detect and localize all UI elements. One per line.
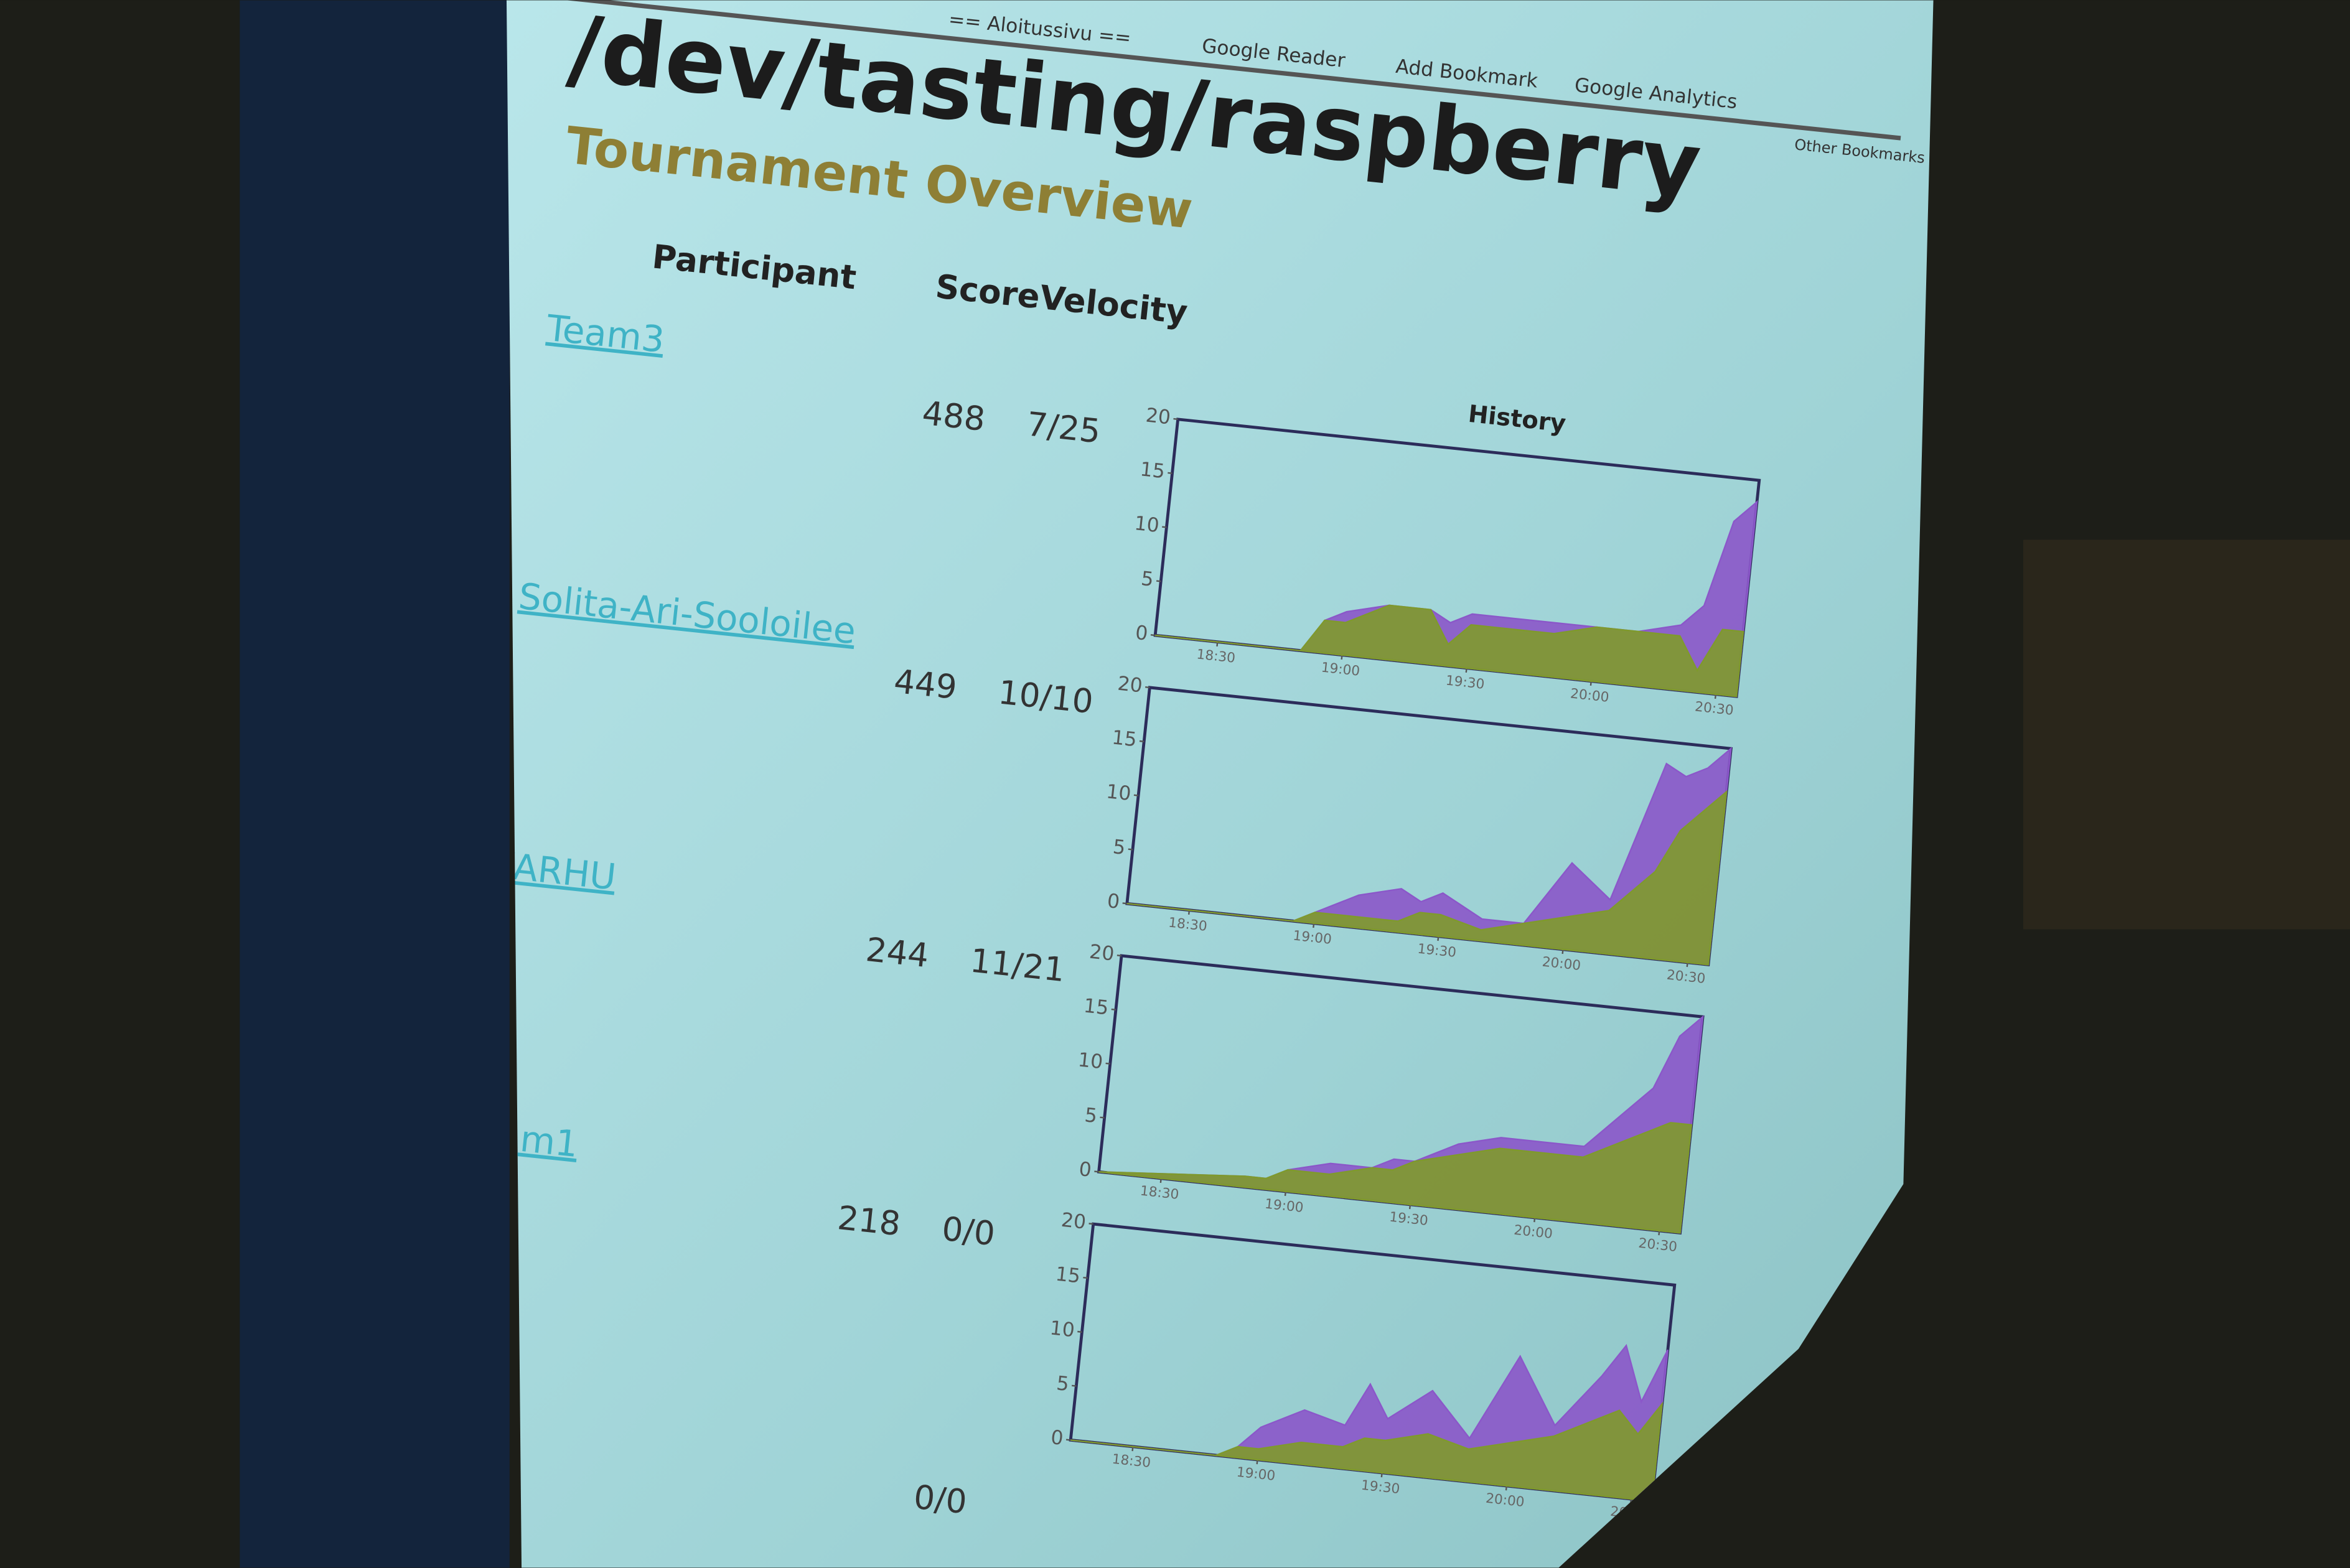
score: 488 — [920, 394, 987, 439]
velocity: 0/0 — [912, 1478, 968, 1522]
velocity: 7/25 — [1024, 405, 1102, 450]
y-tick — [1116, 954, 1122, 957]
y-tick — [1105, 1062, 1110, 1065]
y-tick — [1145, 686, 1150, 689]
y-tick-label: 15 — [1139, 458, 1166, 483]
history-area — [1098, 1122, 1693, 1234]
y-tick — [1139, 740, 1145, 742]
score: 449 — [892, 663, 959, 707]
y-tick-label: 20 — [1116, 673, 1143, 698]
y-tick — [1133, 794, 1139, 796]
y-tick-label: 20 — [1145, 404, 1171, 429]
y-tick — [1162, 526, 1167, 528]
y-tick-label: 10 — [1077, 1048, 1103, 1073]
y-tick-label: 0 — [1135, 622, 1149, 645]
y-tick-label: 10 — [1133, 512, 1160, 537]
y-tick — [1156, 580, 1161, 582]
y-tick-label: 20 — [1088, 941, 1115, 966]
y-tick — [1111, 1008, 1116, 1011]
history-area — [1070, 1401, 1664, 1502]
history-area — [1126, 790, 1728, 966]
y-tick-label: 10 — [1049, 1317, 1075, 1342]
y-tick-label: 0 — [1078, 1158, 1093, 1182]
y-tick-label: 20 — [1060, 1209, 1087, 1234]
score: 218 — [836, 1199, 902, 1243]
y-tick — [1088, 1223, 1093, 1225]
y-tick-label: 5 — [1056, 1372, 1070, 1396]
y-tick-label: 0 — [1050, 1426, 1065, 1450]
desktop-edge — [240, 0, 510, 1568]
y-tick-label: 5 — [1140, 567, 1155, 591]
y-tick — [1168, 472, 1173, 474]
score: 244 — [864, 931, 930, 975]
toolbar-border — [559, 0, 1901, 141]
y-tick-label: 10 — [1105, 780, 1132, 805]
y-tick-label: 15 — [1111, 726, 1138, 751]
y-tick — [1128, 848, 1133, 851]
y-tick-label: 5 — [1112, 836, 1126, 859]
y-tick — [1083, 1276, 1088, 1279]
velocity: 0/0 — [940, 1210, 997, 1254]
y-tick-label: 15 — [1083, 995, 1110, 1020]
y-tick-label: 0 — [1106, 890, 1121, 913]
history-area — [1155, 604, 1744, 698]
shelf — [2023, 539, 2350, 930]
y-tick-label: 15 — [1054, 1263, 1081, 1288]
y-tick-label: 5 — [1084, 1104, 1098, 1127]
